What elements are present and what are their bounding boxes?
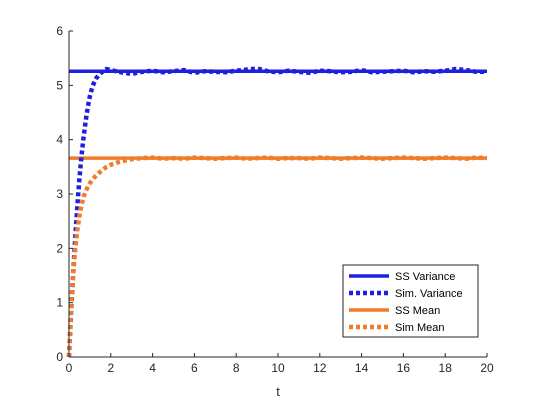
- legend-label-1: Sim. Variance: [395, 288, 463, 300]
- series-layer: [66, 66, 488, 358]
- series-line-1: [66, 66, 487, 358]
- y-tick-label: 4: [56, 133, 63, 147]
- x-tick-label: 6: [191, 361, 198, 375]
- x-tick-label: 0: [66, 361, 73, 375]
- series-line-3: [66, 155, 488, 358]
- x-tick-label: 18: [439, 361, 453, 375]
- x-tick-label: 10: [271, 361, 285, 375]
- y-tick-label: 6: [56, 24, 63, 38]
- x-tick-label: 16: [397, 361, 411, 375]
- y-tick-label: 0: [56, 350, 63, 364]
- y-tick-label: 1: [56, 296, 63, 310]
- x-tick-label: 12: [313, 361, 327, 375]
- legend-label-0: SS Variance: [395, 271, 455, 283]
- x-tick-label: 20: [480, 361, 494, 375]
- legend-label-2: SS Mean: [395, 305, 440, 317]
- y-tick-label: 2: [56, 241, 63, 255]
- x-axis-label: t: [276, 384, 280, 399]
- y-tick-label: 5: [56, 78, 63, 92]
- legend-label-3: Sim Mean: [395, 322, 445, 334]
- x-tick-label: 8: [233, 361, 240, 375]
- y-tick-label: 3: [56, 187, 63, 201]
- legend: SS Variance Sim. Variance SS Mean Sim Mean: [342, 264, 479, 338]
- x-tick-label: 14: [355, 361, 369, 375]
- x-tick-label: 4: [149, 361, 156, 375]
- x-tick-label: 2: [107, 361, 114, 375]
